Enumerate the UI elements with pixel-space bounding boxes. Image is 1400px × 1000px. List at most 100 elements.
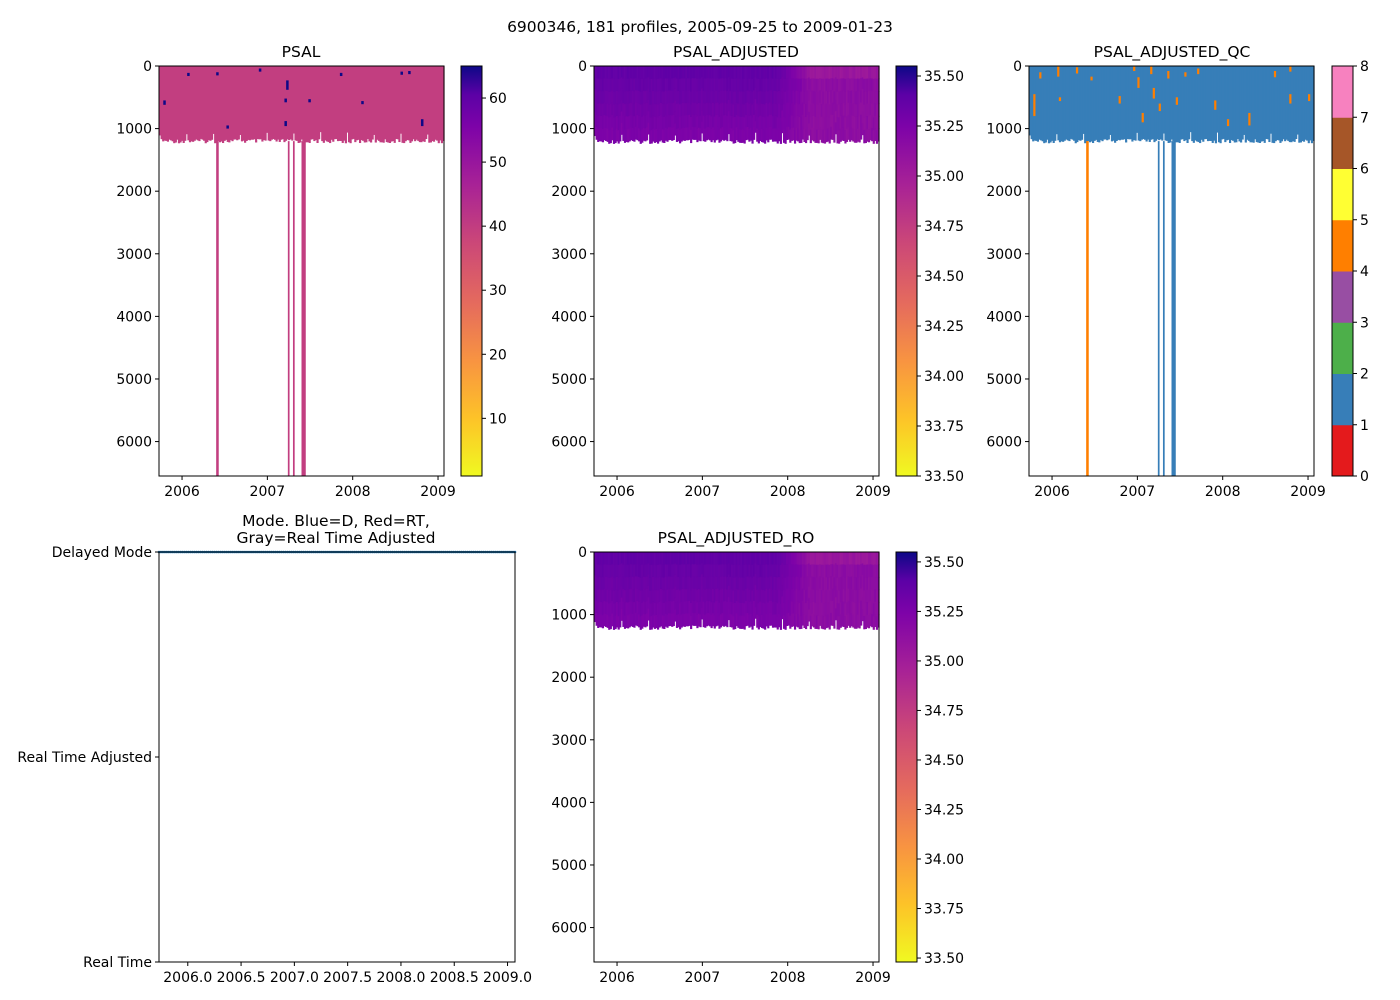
heatmap-cell <box>641 66 644 80</box>
heatmap-cell <box>858 552 861 566</box>
profile-column <box>377 66 381 141</box>
profile-column <box>440 66 444 144</box>
heatmap-cell <box>864 104 868 118</box>
profile-column <box>1162 66 1166 134</box>
heatmap-cell <box>740 577 743 591</box>
heatmap-cell <box>656 552 660 566</box>
heatmap-cell <box>781 110 784 123</box>
heatmap-cell <box>724 114 727 128</box>
profile-column <box>1216 66 1219 133</box>
heatmap-cell <box>628 614 631 628</box>
heatmap-cell <box>746 126 749 140</box>
heatmap-cell <box>787 90 790 104</box>
profile-column <box>1087 66 1090 141</box>
heatmap-cell <box>775 564 778 578</box>
heatmap-cell <box>771 589 775 603</box>
colorbar-tick-label: 34.00 <box>924 852 964 868</box>
heatmap-cell <box>734 129 737 144</box>
heatmap-cell <box>871 552 874 566</box>
heatmap-cell <box>622 90 625 104</box>
heatmap-cell <box>680 116 683 130</box>
heatmap-cell <box>845 577 849 591</box>
heatmap-cell <box>671 613 674 627</box>
deep-profile <box>1171 141 1176 476</box>
heatmap-cell <box>641 552 644 566</box>
heatmap-cell <box>842 552 845 565</box>
heatmap-cell <box>614 116 617 131</box>
heatmap-cell <box>834 66 838 78</box>
heatmap-cell <box>746 576 749 590</box>
heatmap-cell <box>693 576 696 590</box>
heatmap-cell <box>871 601 874 615</box>
heatmap-cell <box>598 78 601 92</box>
heatmap-cell <box>858 103 861 118</box>
heatmap-cell <box>852 614 855 628</box>
heatmap-cell <box>679 590 682 604</box>
heatmap-cell <box>816 104 819 118</box>
heatmap-cell <box>707 552 710 565</box>
heatmap-cell <box>634 552 638 565</box>
heatmap-cell <box>612 577 616 592</box>
heatmap-cell <box>863 603 866 617</box>
heatmap-cell <box>756 66 759 80</box>
heatmap-cell <box>704 116 707 130</box>
heatmap-cell <box>636 78 639 92</box>
heatmap-cell <box>622 564 625 578</box>
heatmap-cell <box>682 576 685 590</box>
colorbar-tick-label: 34.75 <box>924 703 964 719</box>
profile-column <box>1040 66 1043 141</box>
heatmap-cell <box>762 564 765 578</box>
heatmap-cell <box>668 576 671 590</box>
profile-column <box>1159 66 1162 140</box>
heatmap-cell <box>872 590 875 605</box>
profile-column <box>1104 66 1107 140</box>
heatmap-cell <box>612 78 616 93</box>
profile-column <box>1071 66 1074 140</box>
heatmap-cell <box>674 111 677 125</box>
heatmap-cell <box>737 91 740 105</box>
heatmap-cell <box>623 564 627 579</box>
heatmap-cell <box>653 590 657 604</box>
heatmap-cell <box>649 577 652 592</box>
heatmap-cell <box>822 552 825 566</box>
heatmap-cell <box>771 128 775 142</box>
heatmap-cell <box>751 552 754 566</box>
heatmap-cell <box>601 91 605 105</box>
heatmap-cell <box>723 78 726 92</box>
outlier-cell <box>361 101 364 105</box>
heatmap-cell <box>745 78 748 92</box>
heatmap-cell <box>600 589 603 603</box>
heatmap-cell <box>727 563 731 576</box>
heatmap-cell <box>786 588 789 602</box>
heatmap-cell <box>778 66 781 80</box>
profile-column <box>1085 66 1088 143</box>
profile-column <box>363 66 366 143</box>
profile-column <box>1143 66 1147 140</box>
heatmap-cell <box>753 588 756 602</box>
heatmap-cell <box>770 564 773 577</box>
heatmap-cell <box>836 66 839 80</box>
heatmap-cell <box>601 577 605 591</box>
heatmap-cell <box>823 577 827 592</box>
profile-column <box>1029 66 1032 136</box>
heatmap-cell <box>620 88 623 101</box>
heatmap-cell <box>721 66 724 79</box>
heatmap-cell <box>697 102 701 116</box>
heatmap-cell <box>793 577 797 592</box>
heatmap-cell <box>738 104 742 118</box>
profile-column <box>1262 66 1265 142</box>
profile-column <box>332 66 335 142</box>
heatmap-cell <box>836 78 839 93</box>
profile-column <box>437 66 440 144</box>
heatmap-cell <box>633 103 636 117</box>
heatmap-cell <box>871 66 874 80</box>
profile-column <box>168 66 171 140</box>
heatmap-cell <box>704 589 707 603</box>
profile-column <box>1178 66 1181 143</box>
heatmap-cell <box>803 564 806 578</box>
heatmap-cell <box>795 90 798 104</box>
heatmap-cell <box>718 602 721 617</box>
heatmap-cell <box>712 613 715 627</box>
profile-column <box>1251 66 1254 143</box>
profile-column <box>272 66 275 140</box>
